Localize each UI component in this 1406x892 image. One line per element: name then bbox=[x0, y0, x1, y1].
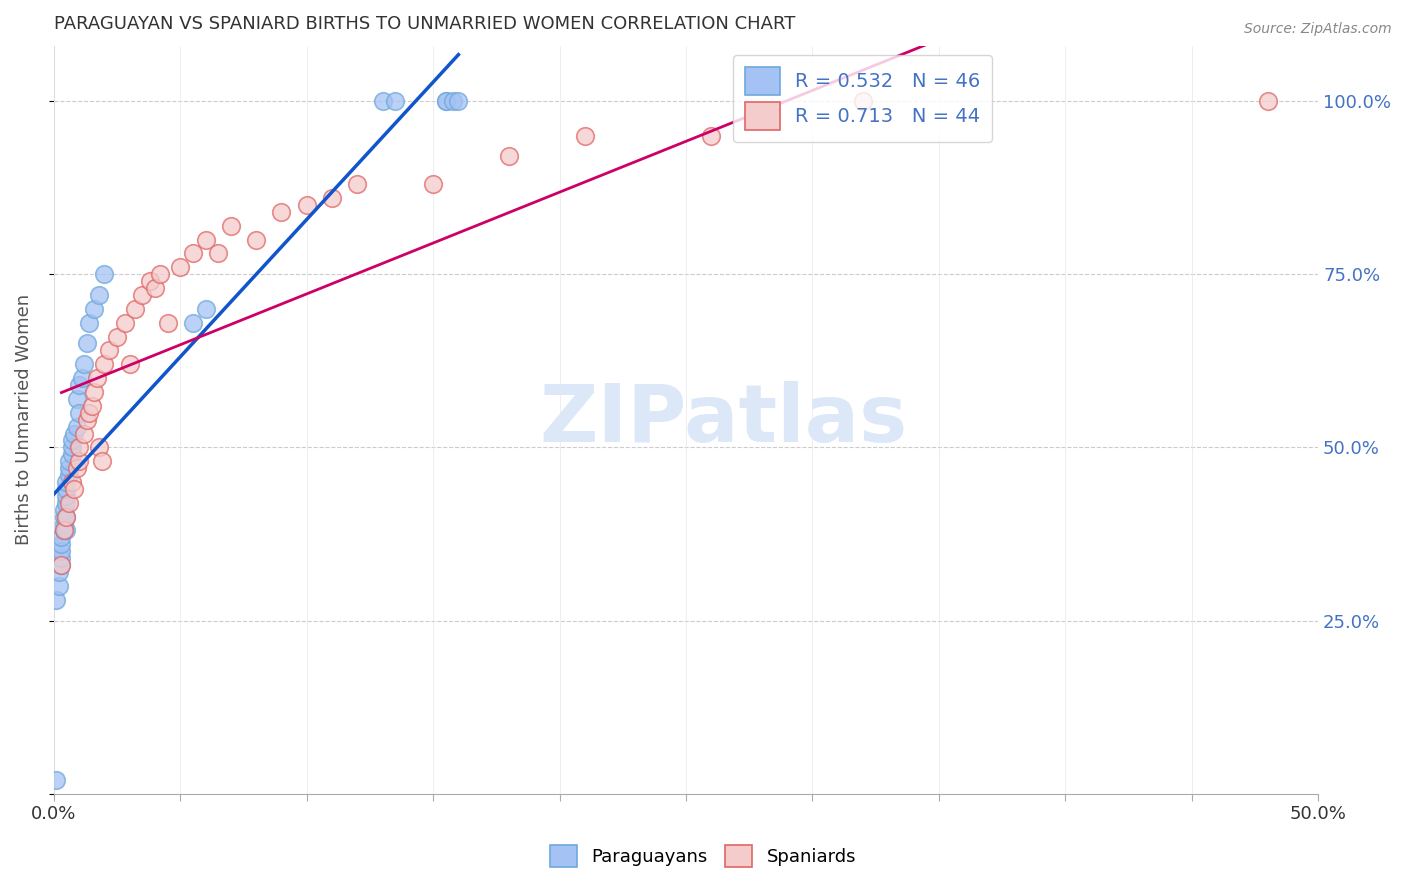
Point bbox=[346, 177, 368, 191]
Point bbox=[52, 516, 75, 531]
Point bbox=[90, 454, 112, 468]
Point bbox=[73, 426, 96, 441]
Point bbox=[67, 406, 90, 420]
Point bbox=[55, 489, 77, 503]
Text: PARAGUAYAN VS SPANIARD BIRTHS TO UNMARRIED WOMEN CORRELATION CHART: PARAGUAYAN VS SPANIARD BIRTHS TO UNMARRI… bbox=[53, 15, 796, 33]
Point bbox=[65, 461, 87, 475]
Text: Source: ZipAtlas.com: Source: ZipAtlas.com bbox=[1244, 22, 1392, 37]
Point bbox=[67, 378, 90, 392]
Point bbox=[124, 301, 146, 316]
Point bbox=[1257, 94, 1279, 108]
Point bbox=[52, 509, 75, 524]
Point bbox=[83, 384, 105, 399]
Point bbox=[67, 441, 90, 455]
Point bbox=[63, 482, 86, 496]
Point bbox=[52, 524, 75, 538]
Point bbox=[60, 434, 83, 448]
Point bbox=[434, 94, 457, 108]
Point bbox=[422, 177, 444, 191]
Point bbox=[55, 475, 77, 489]
Point bbox=[55, 496, 77, 510]
Point bbox=[63, 426, 86, 441]
Point bbox=[89, 288, 111, 302]
Legend: Paraguayans, Spaniards: Paraguayans, Spaniards bbox=[543, 838, 863, 874]
Point bbox=[156, 316, 179, 330]
Point bbox=[67, 454, 90, 468]
Point bbox=[371, 94, 394, 108]
Point bbox=[93, 357, 115, 371]
Point bbox=[76, 336, 98, 351]
Point bbox=[93, 267, 115, 281]
Point bbox=[51, 558, 73, 573]
Point bbox=[73, 357, 96, 371]
Point bbox=[143, 281, 166, 295]
Point bbox=[169, 260, 191, 275]
Point bbox=[118, 357, 141, 371]
Point bbox=[52, 502, 75, 516]
Point bbox=[48, 565, 70, 579]
Point bbox=[574, 128, 596, 143]
Point bbox=[83, 301, 105, 316]
Point bbox=[77, 316, 100, 330]
Point bbox=[498, 149, 520, 163]
Point bbox=[447, 94, 470, 108]
Point bbox=[181, 316, 204, 330]
Point bbox=[194, 301, 217, 316]
Point bbox=[55, 509, 77, 524]
Point bbox=[55, 524, 77, 538]
Point bbox=[51, 544, 73, 558]
Point bbox=[60, 441, 83, 455]
Point bbox=[384, 94, 406, 108]
Point bbox=[52, 524, 75, 538]
Point bbox=[194, 233, 217, 247]
Point bbox=[51, 537, 73, 551]
Y-axis label: Births to Unmarried Women: Births to Unmarried Women bbox=[15, 294, 32, 545]
Point bbox=[55, 482, 77, 496]
Point bbox=[98, 343, 121, 358]
Point bbox=[51, 551, 73, 566]
Point bbox=[207, 246, 229, 260]
Point bbox=[58, 461, 80, 475]
Point bbox=[58, 496, 80, 510]
Point bbox=[86, 371, 108, 385]
Point bbox=[45, 772, 67, 787]
Point bbox=[149, 267, 172, 281]
Point bbox=[131, 288, 153, 302]
Legend: R = 0.532   N = 46, R = 0.713   N = 44: R = 0.532 N = 46, R = 0.713 N = 44 bbox=[733, 55, 993, 142]
Point bbox=[321, 191, 343, 205]
Point bbox=[852, 94, 875, 108]
Point bbox=[76, 412, 98, 426]
Point bbox=[58, 454, 80, 468]
Point bbox=[65, 419, 87, 434]
Point bbox=[219, 219, 242, 233]
Point bbox=[51, 558, 73, 573]
Point bbox=[70, 371, 93, 385]
Point bbox=[52, 524, 75, 538]
Point bbox=[105, 329, 128, 343]
Point bbox=[270, 205, 292, 219]
Point bbox=[55, 509, 77, 524]
Point bbox=[58, 468, 80, 483]
Point bbox=[700, 128, 723, 143]
Point bbox=[181, 246, 204, 260]
Point bbox=[45, 592, 67, 607]
Point bbox=[65, 392, 87, 406]
Point bbox=[295, 198, 318, 212]
Point bbox=[441, 94, 464, 108]
Point bbox=[434, 94, 457, 108]
Point bbox=[80, 399, 103, 413]
Point bbox=[139, 274, 162, 288]
Point bbox=[60, 475, 83, 489]
Point bbox=[77, 406, 100, 420]
Point bbox=[114, 316, 136, 330]
Point bbox=[245, 233, 267, 247]
Point bbox=[51, 530, 73, 544]
Text: ZIPatlas: ZIPatlas bbox=[540, 381, 908, 458]
Point bbox=[89, 441, 111, 455]
Point bbox=[48, 579, 70, 593]
Point bbox=[60, 447, 83, 461]
